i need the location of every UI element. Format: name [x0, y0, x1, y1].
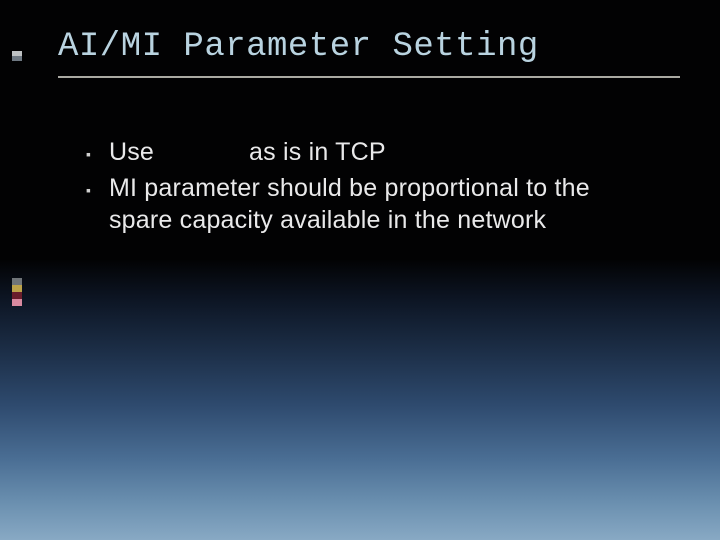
stripe: [12, 299, 22, 306]
title-block: AI/MI Parameter Setting: [58, 28, 680, 78]
stripe: [12, 278, 22, 285]
bullet-prefix: MI parameter should be proportional to t…: [109, 174, 590, 234]
bullet-prefix: Use: [109, 138, 154, 166]
bullet-text: MI parameter should be proportional to t…: [109, 172, 660, 236]
bullet-item: ▪ Use as is in TCP: [86, 136, 660, 168]
bullet-marker-icon: ▪: [86, 182, 91, 200]
stripe: [12, 292, 22, 299]
side-color-stripes: [12, 278, 22, 306]
bullet-suffix: as is in TCP: [249, 138, 386, 166]
accent-mark: [12, 56, 22, 61]
bullet-item: ▪ MI parameter should be proportional to…: [86, 172, 660, 236]
slide-title: AI/MI Parameter Setting: [58, 28, 680, 66]
stripe: [12, 285, 22, 292]
bullet-marker-icon: ▪: [86, 146, 91, 164]
bullet-list: ▪ Use as is in TCP ▪ MI parameter should …: [86, 136, 660, 240]
slide: AI/MI Parameter Setting ▪ Use as is in TC…: [0, 0, 720, 540]
title-accent-marks: [12, 51, 22, 61]
bullet-text: Use as is in TCP: [109, 136, 660, 168]
